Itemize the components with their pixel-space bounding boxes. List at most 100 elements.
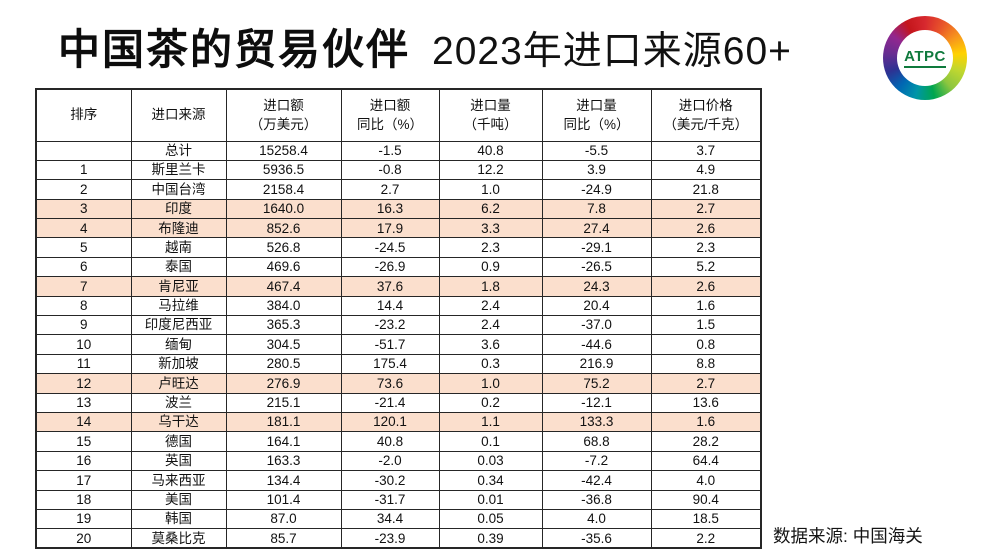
cell-rank: 20 [35,528,132,549]
cell-import-volume-yoy: -26.5 [541,256,652,278]
cell-import-price: 13.6 [650,392,762,413]
cell-rank: 14 [35,411,132,433]
cell-import-value: 163.3 [225,450,342,472]
cell-source: 美国 [130,489,227,510]
cell-source: 德国 [130,431,227,452]
cell-source: 印度尼西亚 [130,315,227,336]
table-row: 15 德国 164.1 40.8 0.1 68.8 28.2 [35,431,762,452]
column-header: 进口量 （千吨） [438,88,543,142]
cell-import-value-yoy: 16.3 [340,198,440,220]
cell-import-price: 8.8 [650,353,762,375]
cell-import-value-yoy: 17.9 [340,218,440,239]
atpc-logo-text: ATPC [904,48,946,68]
cell-import-volume-yoy: -12.1 [541,392,652,413]
cell-import-volume: 1.1 [438,411,543,433]
cell-import-price: 2.6 [650,218,762,239]
table-row: 2 中国台湾 2158.4 2.7 1.0 -24.9 21.8 [35,179,762,200]
cell-import-volume-yoy: -7.2 [541,450,652,472]
cell-import-price: 4.9 [650,159,762,181]
table-row: 3 印度 1640.0 16.3 6.2 7.8 2.7 [35,198,762,220]
cell-import-volume-yoy: 133.3 [541,411,652,433]
atpc-logo-swirl-icon: ATPC [883,16,967,100]
cell-import-volume-yoy: 75.2 [541,373,652,394]
data-source-note: 数据来源: 中国海关 [773,526,923,546]
cell-import-volume: 0.01 [438,489,543,510]
table-row: 5 越南 526.8 -24.5 2.3 -29.1 2.3 [35,237,762,258]
cell-import-price: 28.2 [650,431,762,452]
column-header: 排序 [35,88,132,142]
cell-rank: 7 [35,276,132,297]
cell-rank: 13 [35,392,132,413]
cell-import-volume: 1.0 [438,179,543,200]
cell-import-volume-yoy: -36.8 [541,489,652,510]
table-header-row: 排序 进口来源 进口额 （万美元） 进口额 同比（%） 进口量 （千吨） 进口量 同比（%… [35,88,762,142]
cell-import-volume: 3.3 [438,218,543,239]
cell-source: 越南 [130,237,227,258]
cell-rank: 17 [35,470,132,491]
cell-import-value: 215.1 [225,392,342,413]
cell-import-volume-yoy: -5.5 [541,140,652,161]
cell-import-price: 1.6 [650,295,762,317]
cell-source: 中国台湾 [130,179,227,200]
cell-import-price: 2.7 [650,373,762,394]
cell-import-value: 304.5 [225,334,342,355]
cell-rank: 15 [35,431,132,452]
table-row: 6 泰国 469.6 -26.9 0.9 -26.5 5.2 [35,256,762,278]
cell-import-price: 2.2 [650,528,762,549]
cell-import-volume: 1.0 [438,373,543,394]
column-header: 进口价格 （美元/千克） [650,88,762,142]
cell-source: 斯里兰卡 [130,159,227,181]
table-row: 9 印度尼西亚 365.3 -23.2 2.4 -37.0 1.5 [35,315,762,336]
cell-import-value-yoy: -26.9 [340,256,440,278]
cell-rank: 19 [35,508,132,530]
cell-import-value: 15258.4 [225,140,342,161]
table-row: 10 缅甸 304.5 -51.7 3.6 -44.6 0.8 [35,334,762,355]
table-row: 8 马拉维 384.0 14.4 2.4 20.4 1.6 [35,295,762,317]
cell-rank: 16 [35,450,132,472]
cell-rank: 9 [35,315,132,336]
cell-import-value: 276.9 [225,373,342,394]
cell-import-volume: 0.05 [438,508,543,530]
cell-rank: 3 [35,198,132,220]
cell-import-price: 2.3 [650,237,762,258]
table-row: 总计 15258.4 -1.5 40.8 -5.5 3.7 [35,140,762,161]
cell-import-volume: 0.2 [438,392,543,413]
cell-import-value: 164.1 [225,431,342,452]
cell-rank: 11 [35,353,132,375]
cell-import-price: 2.7 [650,198,762,220]
cell-source: 波兰 [130,392,227,413]
cell-source: 印度 [130,198,227,220]
cell-source: 总计 [130,140,227,161]
cell-import-volume: 2.4 [438,295,543,317]
cell-import-price: 1.5 [650,315,762,336]
cell-import-value-yoy: 120.1 [340,411,440,433]
cell-import-value: 467.4 [225,276,342,297]
cell-import-volume-yoy: 216.9 [541,353,652,375]
cell-import-volume-yoy: 3.9 [541,159,652,181]
cell-import-value: 1640.0 [225,198,342,220]
table-row: 16 英国 163.3 -2.0 0.03 -7.2 64.4 [35,450,762,472]
cell-import-price: 90.4 [650,489,762,510]
cell-import-price: 1.6 [650,411,762,433]
table-body: 总计 15258.4 -1.5 40.8 -5.5 3.7 1 斯里兰卡 593… [35,140,762,549]
cell-import-price: 5.2 [650,256,762,278]
cell-import-value-yoy: -23.9 [340,528,440,549]
cell-import-volume-yoy: -35.6 [541,528,652,549]
cell-import-volume: 3.6 [438,334,543,355]
page-title: 中国茶的贸易伙伴 2023年进口来源60+ [58,16,792,77]
cell-import-price: 18.5 [650,508,762,530]
cell-import-value-yoy: 2.7 [340,179,440,200]
cell-import-volume: 1.8 [438,276,543,297]
cell-import-value: 365.3 [225,315,342,336]
cell-import-volume: 12.2 [438,159,543,181]
cell-import-volume-yoy: -42.4 [541,470,652,491]
cell-import-volume: 0.34 [438,470,543,491]
cell-import-value: 101.4 [225,489,342,510]
title-subtitle: 2023年进口来源60+ [432,30,792,73]
cell-rank: 18 [35,489,132,510]
column-header: 进口来源 [130,88,227,142]
table-row: 14 乌干达 181.1 120.1 1.1 133.3 1.6 [35,411,762,433]
column-header: 进口量 同比（%） [541,88,652,142]
tea-import-table: 排序 进口来源 进口额 （万美元） 进口额 同比（%） 进口量 （千吨） 进口量 同比（%… [35,88,762,550]
